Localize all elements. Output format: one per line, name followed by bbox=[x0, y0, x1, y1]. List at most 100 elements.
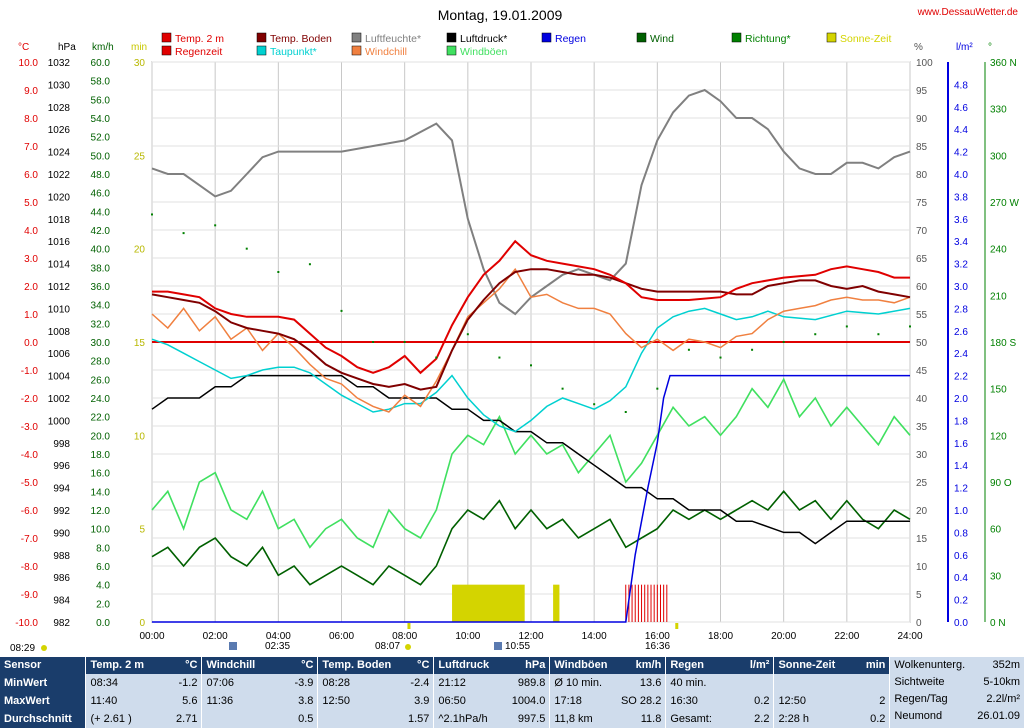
stats-cell-value: 0.5 bbox=[298, 713, 314, 725]
grid-lines bbox=[151, 61, 911, 623]
stats-header-unit: min bbox=[865, 659, 886, 671]
tick-label-rain: 0.2 bbox=[954, 596, 968, 607]
stats-label: MaxWert bbox=[4, 695, 50, 707]
tick-label-rain: 2.6 bbox=[954, 327, 968, 338]
tick-label-time: 08:00 bbox=[392, 631, 417, 642]
stats-label: MinWert bbox=[4, 677, 48, 689]
stats-header-unit: hPa bbox=[525, 659, 546, 671]
stats-info-label: Regen/Tag bbox=[894, 693, 948, 705]
tick-label-pressure: 984 bbox=[53, 596, 70, 607]
direction-dot bbox=[245, 247, 248, 250]
stats-cell-row: 07:06 -3.9 bbox=[202, 674, 318, 692]
stats-info-label: Wolkenunterg. bbox=[894, 659, 966, 671]
legend-swatch bbox=[256, 32, 267, 43]
tick-label-minutes: 0 bbox=[139, 618, 145, 629]
tick-label-wind: 46.0 bbox=[91, 189, 111, 200]
legend-swatch bbox=[446, 45, 457, 56]
stats-row-label: Durchschnitt bbox=[0, 710, 86, 728]
legend-swatch bbox=[161, 45, 172, 56]
stats-cell-value: 2.71 bbox=[176, 713, 198, 725]
direction-dot bbox=[498, 356, 501, 359]
stats-info-value: 5-10km bbox=[983, 676, 1021, 688]
stats-column: Regen l/m² 40 min. 16:30 0.2 Gesamt: 2.2 bbox=[666, 657, 775, 728]
tick-label-minutes: 10 bbox=[134, 431, 146, 442]
tick-label-pressure: 982 bbox=[53, 618, 70, 629]
stats-cell-value: 11.8 bbox=[640, 713, 662, 725]
stats-cell-time: 2:28 h bbox=[778, 713, 810, 725]
legend-swatch bbox=[446, 32, 457, 43]
tick-label-direction: 270 W bbox=[990, 198, 1019, 209]
stats-info-label: Sichtweite bbox=[894, 676, 945, 688]
direction-dot bbox=[403, 341, 406, 343]
tick-label-humidity: 60 bbox=[916, 282, 928, 293]
direction-dot bbox=[214, 224, 217, 227]
legend-swatch bbox=[731, 32, 742, 43]
stats-info-value: 352m bbox=[992, 659, 1021, 671]
tick-label-pressure: 998 bbox=[53, 439, 70, 450]
stats-cell-value: -2.4 bbox=[410, 677, 430, 689]
tick-label-wind: 24.0 bbox=[91, 394, 111, 405]
tick-label-humidity: 35 bbox=[916, 422, 928, 433]
tick-label-temp: -5.0 bbox=[21, 478, 39, 489]
stats-cell-time: 16:30 bbox=[670, 695, 698, 707]
stats-label: Durchschnitt bbox=[4, 713, 72, 725]
tick-label-humidity: 0 bbox=[916, 618, 922, 629]
website-link[interactable]: www.DessauWetter.de bbox=[917, 7, 1019, 18]
tick-label-pressure: 1028 bbox=[48, 103, 71, 114]
tick-label-time: 12:00 bbox=[518, 631, 543, 642]
axis-headers: °C hPa km/h min% l/m² ° bbox=[18, 42, 992, 53]
stats-cell-time: 11:40 bbox=[90, 695, 118, 707]
stats-cell-row: 40 min. bbox=[666, 674, 774, 692]
legend-label: Richtung* bbox=[745, 33, 791, 45]
stats-header: Temp. Boden °C bbox=[318, 657, 434, 674]
stats-row-label: MinWert bbox=[0, 674, 86, 692]
stats-cell-time: 08:34 bbox=[90, 677, 119, 689]
tick-label-direction: 210 bbox=[990, 291, 1007, 302]
tick-label-humidity: 100 bbox=[916, 58, 933, 69]
sun-times-bar: 08:29 02:35 08:07 10:55 16:36 bbox=[10, 623, 679, 654]
tick-label-minutes: 5 bbox=[139, 525, 145, 536]
tick-label-wind: 38.0 bbox=[91, 263, 111, 274]
tick-label-rain: 3.6 bbox=[954, 215, 968, 226]
series-line-taupunkt bbox=[151, 307, 911, 433]
stats-header-name: Sonne-Zeit bbox=[778, 659, 836, 671]
sun-marker bbox=[405, 644, 411, 650]
series-lines bbox=[151, 88, 911, 623]
tick-label-minutes: 15 bbox=[134, 338, 146, 349]
stats-row-label: MaxWert bbox=[0, 692, 86, 710]
tick-label-humidity: 45 bbox=[916, 366, 928, 377]
stats-cell-row: 11,8 km 11.8 bbox=[550, 710, 666, 728]
sun-time-bar bbox=[452, 584, 525, 622]
sun-time-label: 10:55 bbox=[505, 641, 530, 652]
tick-label-humidity: 75 bbox=[916, 198, 928, 209]
tick-label-pressure: 996 bbox=[53, 461, 70, 472]
tick-label-time: 10:00 bbox=[455, 631, 480, 642]
tick-label-temp: 4.0 bbox=[24, 226, 38, 237]
stats-info-row: Sichtweite 5-10km bbox=[890, 674, 1024, 691]
tick-label-temp: 8.0 bbox=[24, 114, 38, 125]
tick-label-humidity: 30 bbox=[916, 450, 928, 461]
tick-label-temp: 9.0 bbox=[24, 86, 38, 97]
tick-label-temp: -9.0 bbox=[21, 590, 39, 601]
chart-legend: Temp. 2 m Temp. Boden Luftfeuchte* Luftdruc… bbox=[161, 32, 891, 58]
tick-label-humidity: 5 bbox=[916, 590, 922, 601]
tick-label-minutes: 30 bbox=[134, 58, 146, 69]
tick-label-pressure: 1022 bbox=[48, 170, 71, 181]
stats-cell-time: 11,8 km bbox=[554, 713, 593, 725]
direction-dot bbox=[340, 309, 343, 312]
stats-cell-row: 11:36 3.8 bbox=[202, 692, 318, 710]
stats-column: Windchill °C 07:06 -3.9 11:36 3.8 0.5 bbox=[202, 657, 319, 728]
tick-label-pressure: 990 bbox=[53, 528, 70, 539]
direction-dot bbox=[530, 364, 532, 367]
tick-label-rain: 1.2 bbox=[954, 484, 968, 495]
tick-label-wind: 4.0 bbox=[96, 581, 110, 592]
tick-label-wind: 40.0 bbox=[91, 245, 111, 256]
direction-dot bbox=[151, 213, 153, 216]
direction-dot bbox=[909, 325, 911, 328]
direction-dot bbox=[182, 232, 185, 235]
stats-header-unit: °C bbox=[417, 659, 430, 671]
moon-marker bbox=[229, 642, 237, 650]
legend-label: Regen bbox=[555, 33, 586, 45]
tick-label-wind: 54.0 bbox=[91, 114, 111, 125]
